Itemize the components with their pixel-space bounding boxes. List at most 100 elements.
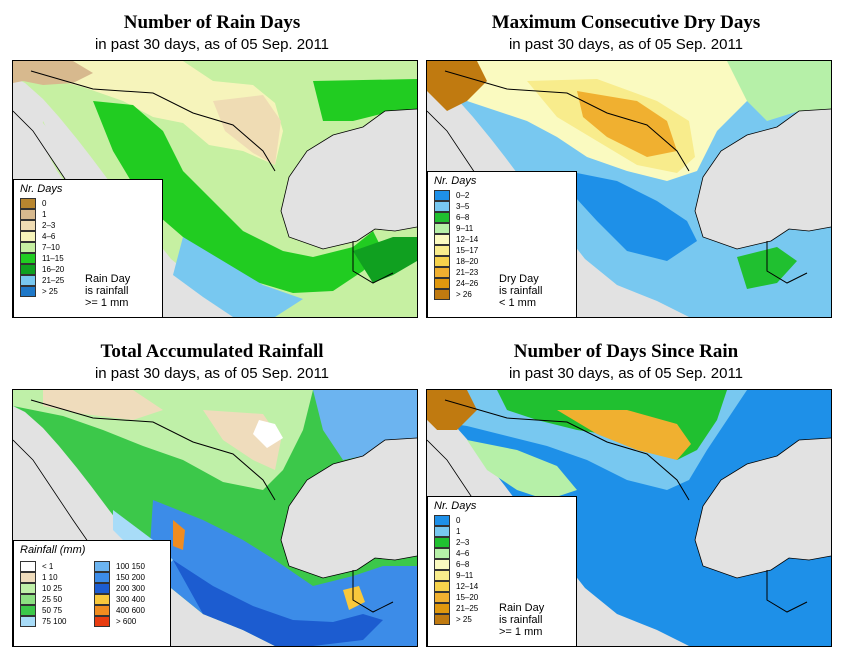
legend-swatch (94, 572, 110, 583)
legend-swatch (434, 223, 450, 234)
legend-item: 9–11 (428, 570, 576, 581)
legend-swatch (20, 198, 36, 209)
legend-item: 7–10 (14, 242, 162, 253)
legend-column-right: 100 150 150 200 200 300 300 400 400 600 … (88, 561, 168, 627)
legend-item: 150 200 (88, 572, 168, 583)
legend: Rainfall (mm) < 1 1 10 10 25 25 50 50 75… (13, 540, 171, 646)
legend-item: 0 (14, 198, 162, 209)
legend-item: 0 (428, 515, 576, 526)
legend-swatch (434, 190, 450, 201)
legend-swatch (434, 256, 450, 267)
map-rain-days: Nr. Days 0 1 2–3 4–6 7–10 11–15 16–20 21… (12, 60, 418, 318)
legend-item: 15–17 (428, 245, 576, 256)
legend-item: 75 100 (14, 616, 90, 627)
map-total-rainfall: Rainfall (mm) < 1 1 10 10 25 25 50 50 75… (12, 389, 418, 647)
legend-swatch (94, 594, 110, 605)
legend-item: 16–20 (14, 264, 162, 275)
legend-item: > 26 (428, 289, 576, 300)
legend-item: 1 10 (14, 572, 90, 583)
panel-days-since-rain: Number of Days Since Rain in past 30 day… (416, 329, 836, 654)
legend-note: Rain Day is rainfall >= 1 mm (85, 273, 131, 309)
legend: Nr. Days 0 1 2–3 4–6 7–10 11–15 16–20 21… (13, 179, 163, 317)
panel-title: Number of Days Since Rain (513, 341, 739, 362)
panel-rain-days: Number of Rain Days in past 30 days, as … (2, 0, 422, 325)
panel-title: Maximum Consecutive Dry Days (491, 12, 761, 33)
legend-item: 21–25 (14, 275, 162, 286)
legend-item: 15–20 (428, 592, 576, 603)
legend-item: 10 25 (14, 583, 90, 594)
legend-swatch (434, 245, 450, 256)
legend-swatch (434, 212, 450, 223)
legend-swatch (20, 209, 36, 220)
map-graphic (427, 61, 831, 317)
legend-swatch (434, 289, 450, 300)
legend-swatch (434, 559, 450, 570)
legend-swatch (20, 583, 36, 594)
panel-total-rainfall: Total Accumulated Rainfall in past 30 da… (2, 329, 422, 654)
legend: Nr. Days 0 1 2–3 4–6 6–8 9–11 12–14 15–2… (427, 496, 577, 646)
legend-item: 4–6 (14, 231, 162, 242)
legend-title: Nr. Days (434, 500, 477, 512)
legend-swatch (434, 201, 450, 212)
legend-swatch (20, 242, 36, 253)
panel-subtitle: in past 30 days, as of 05 Sep. 2011 (508, 36, 744, 53)
legend-item: 6–8 (428, 559, 576, 570)
panel-max-dry-days: Maximum Consecutive Dry Days in past 30 … (416, 0, 836, 325)
legend-item: 18–20 (428, 256, 576, 267)
panel-subtitle: in past 30 days, as of 05 Sep. 2011 (508, 365, 744, 382)
legend-item: 200 300 (88, 583, 168, 594)
legend-item: 1 (428, 526, 576, 537)
legend-swatch (94, 583, 110, 594)
legend-swatch (434, 234, 450, 245)
legend-title: Rainfall (mm) (20, 544, 86, 556)
legend-item: 21–25 (428, 603, 576, 614)
legend-item: 0–2 (428, 190, 576, 201)
legend-item: 400 600 (88, 605, 168, 616)
legend-note: Rain Day is rainfall >= 1 mm (499, 602, 545, 638)
legend-swatch (20, 286, 36, 297)
legend-title: Nr. Days (434, 175, 477, 187)
legend-swatch (434, 537, 450, 548)
legend-item: 9–11 (428, 223, 576, 234)
legend-item: < 1 (14, 561, 90, 572)
legend-item: 25 50 (14, 594, 90, 605)
legend-item: 21–23 (428, 267, 576, 278)
legend-item: 2–3 (14, 220, 162, 231)
legend-item: 3–5 (428, 201, 576, 212)
legend-swatch (20, 616, 36, 627)
legend-items: 0–2 3–5 6–8 9–11 12–14 15–17 18–20 21–23… (428, 190, 576, 300)
legend-swatch (94, 605, 110, 616)
legend-item: 100 150 (88, 561, 168, 572)
map-days-since-rain: Nr. Days 0 1 2–3 4–6 6–8 9–11 12–14 15–2… (426, 389, 832, 647)
legend-note: Dry Day is rainfall < 1 mm (499, 273, 543, 309)
panel-subtitle: in past 30 days, as of 05 Sep. 2011 (94, 365, 330, 382)
legend-item: 6–8 (428, 212, 576, 223)
legend: Nr. Days 0–2 3–5 6–8 9–11 12–14 15–17 18… (427, 171, 577, 317)
legend-swatch (20, 220, 36, 231)
legend-swatch (20, 561, 36, 572)
map-graphic (13, 390, 417, 646)
legend-swatch (434, 581, 450, 592)
panel-title: Total Accumulated Rainfall (100, 341, 324, 362)
map-graphic (427, 390, 831, 646)
legend-item: 12–14 (428, 581, 576, 592)
map-max-dry-days: Nr. Days 0–2 3–5 6–8 9–11 12–14 15–17 18… (426, 60, 832, 318)
legend-item: 1 (14, 209, 162, 220)
legend-swatch (434, 592, 450, 603)
legend-swatch (20, 594, 36, 605)
legend-swatch (434, 515, 450, 526)
legend-swatch (20, 605, 36, 616)
legend-swatch (434, 267, 450, 278)
legend-item: > 25 (428, 614, 576, 625)
legend-swatch (94, 561, 110, 572)
legend-swatch (20, 253, 36, 264)
legend-swatch (434, 548, 450, 559)
legend-title: Nr. Days (20, 183, 63, 195)
legend-swatch (434, 526, 450, 537)
legend-item: 12–14 (428, 234, 576, 245)
legend-swatch (20, 231, 36, 242)
legend-item: 24–26 (428, 278, 576, 289)
panel-title: Number of Rain Days (123, 12, 301, 33)
legend-item: 50 75 (14, 605, 90, 616)
legend-item: > 25 (14, 286, 162, 297)
